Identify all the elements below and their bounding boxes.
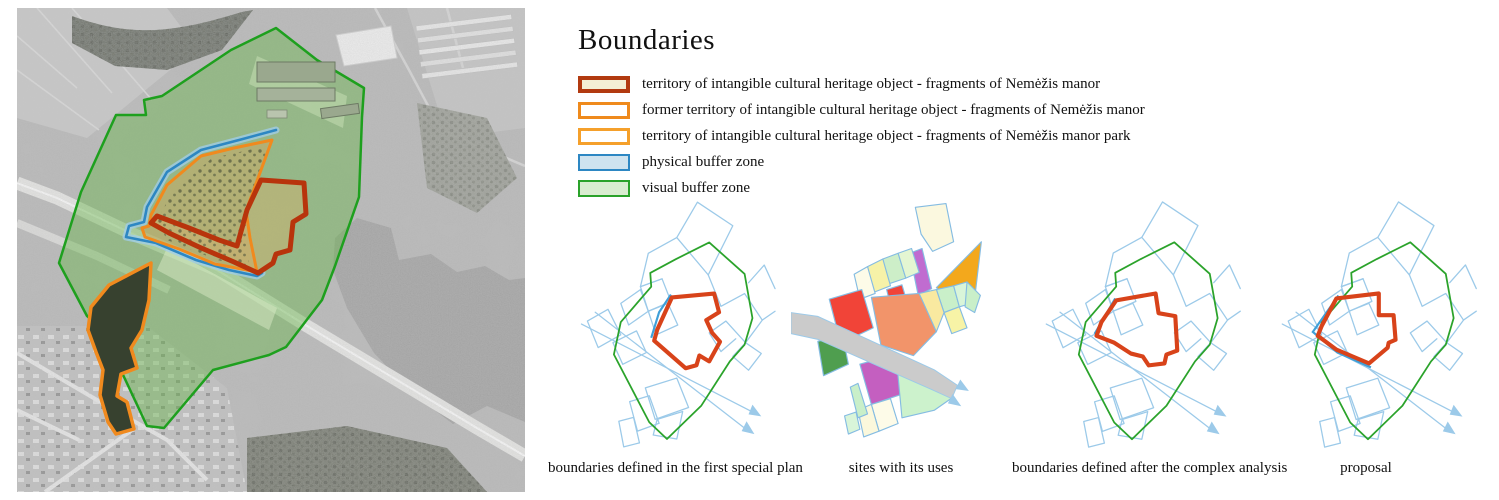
legend-item-physical-buffer: physical buffer zone xyxy=(578,149,1138,175)
manor-park-outline xyxy=(86,261,153,436)
legend-label: territory of intangible cultural heritag… xyxy=(642,127,1131,144)
legend-swatch-manor-park xyxy=(578,127,630,145)
physical-buffer-zone-line xyxy=(122,126,280,280)
boundary-diagram-complex-analysis xyxy=(1045,201,1241,448)
land-use-diagram xyxy=(791,202,982,438)
panel-sites-with-uses: sites with its uses xyxy=(788,196,1014,477)
panel-caption: sites with its uses xyxy=(848,460,954,476)
legend-swatch-visual-buffer xyxy=(578,179,630,197)
legend: Boundaries territory of intangible cultu… xyxy=(578,24,1145,201)
aerial-photo xyxy=(17,8,525,492)
land-use-parcels xyxy=(817,202,982,438)
legend-swatch-former-territory xyxy=(578,101,630,119)
legend-swatch-heritage-territory xyxy=(578,75,630,93)
legend-label: former territory of intangible cultural … xyxy=(642,101,1145,118)
panel-proposal: proposal xyxy=(1246,196,1486,477)
heritage-boundary xyxy=(652,291,723,371)
panel-caption: proposal xyxy=(1340,460,1392,476)
legend-item-manor-park: territory of intangible cultural heritag… xyxy=(578,123,1138,149)
heritage-territory-outline xyxy=(148,177,309,276)
legend-item-heritage-territory: territory of intangible cultural heritag… xyxy=(578,71,1138,97)
former-territory-outline xyxy=(140,138,274,274)
legend-title: Boundaries xyxy=(578,24,716,56)
legend-item-visual-buffer: visual buffer zone xyxy=(578,175,1138,201)
aerial-map xyxy=(17,8,525,492)
heritage-boundary xyxy=(1094,291,1180,368)
legend-item-former-territory: former territory of intangible cultural … xyxy=(578,97,1145,123)
legend-label: territory of intangible cultural heritag… xyxy=(642,75,1101,92)
legend-swatch-physical-buffer xyxy=(578,153,630,171)
panel-first-special-plan: boundaries defined in the first special … xyxy=(548,196,803,477)
road-band xyxy=(791,312,969,407)
legend-label: visual buffer zone xyxy=(642,179,751,196)
physical-buffer-segment xyxy=(650,293,672,339)
heritage-boundary xyxy=(1315,291,1398,366)
legend-label: physical buffer zone xyxy=(642,153,765,170)
panel-caption: boundaries defined in the first special … xyxy=(548,460,803,476)
panel-caption: boundaries defined after the complex ana… xyxy=(1012,460,1288,476)
boundary-diagram-proposal xyxy=(1281,201,1477,448)
manor-buildings xyxy=(256,61,361,120)
panel-complex-analysis: boundaries defined after the complex ana… xyxy=(1012,196,1288,477)
boundary-diagram-first-special-plan xyxy=(580,201,776,448)
